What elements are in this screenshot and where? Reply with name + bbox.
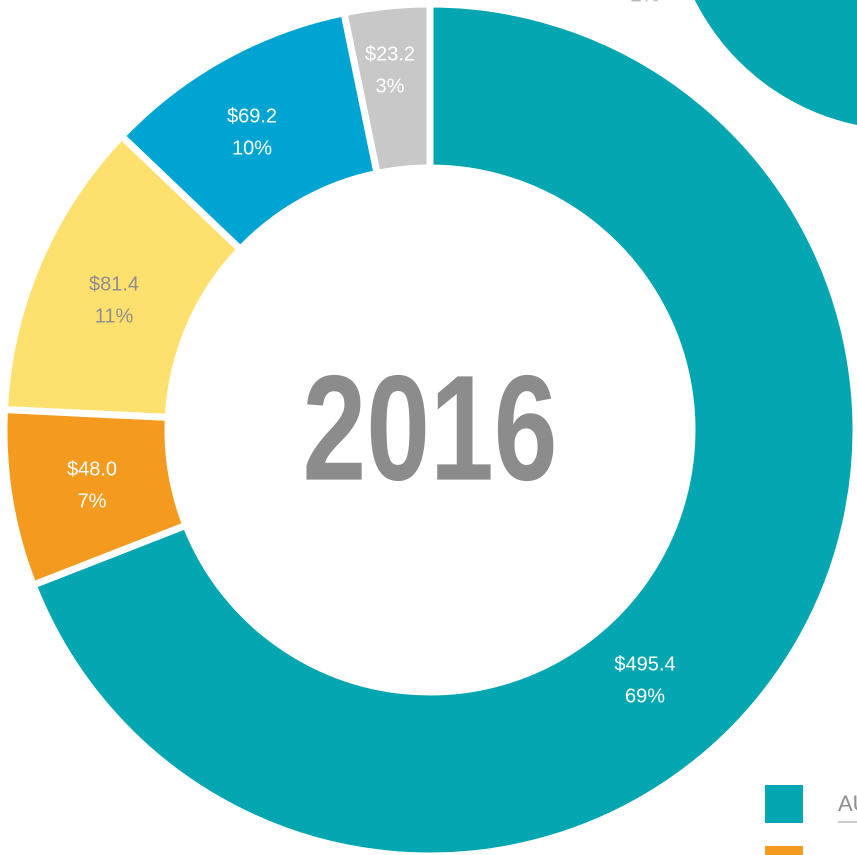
value-label: $69.2 (227, 105, 277, 127)
legend-swatch (765, 785, 803, 823)
percentage-label: 7% (78, 490, 107, 512)
value-label: $81.4 (89, 273, 139, 295)
value-label: $48.0 (67, 458, 117, 480)
value-label: $23.2 (365, 43, 415, 65)
legend-label: AU (838, 791, 857, 816)
donut-segment (28, 0, 857, 855)
percentage-label: 3% (376, 75, 405, 97)
percentage-label: 11% (95, 305, 134, 327)
neighbor-donut (694, 0, 857, 125)
center-label: 2016 (303, 344, 558, 512)
legend-swatch (765, 846, 803, 855)
neighbor-label: 2% (631, 0, 660, 6)
value-label: $495.4 (614, 653, 675, 675)
percentage-label: 10% (232, 137, 272, 159)
percentage-label: 69% (625, 685, 665, 707)
donut-segment (339, 0, 434, 178)
